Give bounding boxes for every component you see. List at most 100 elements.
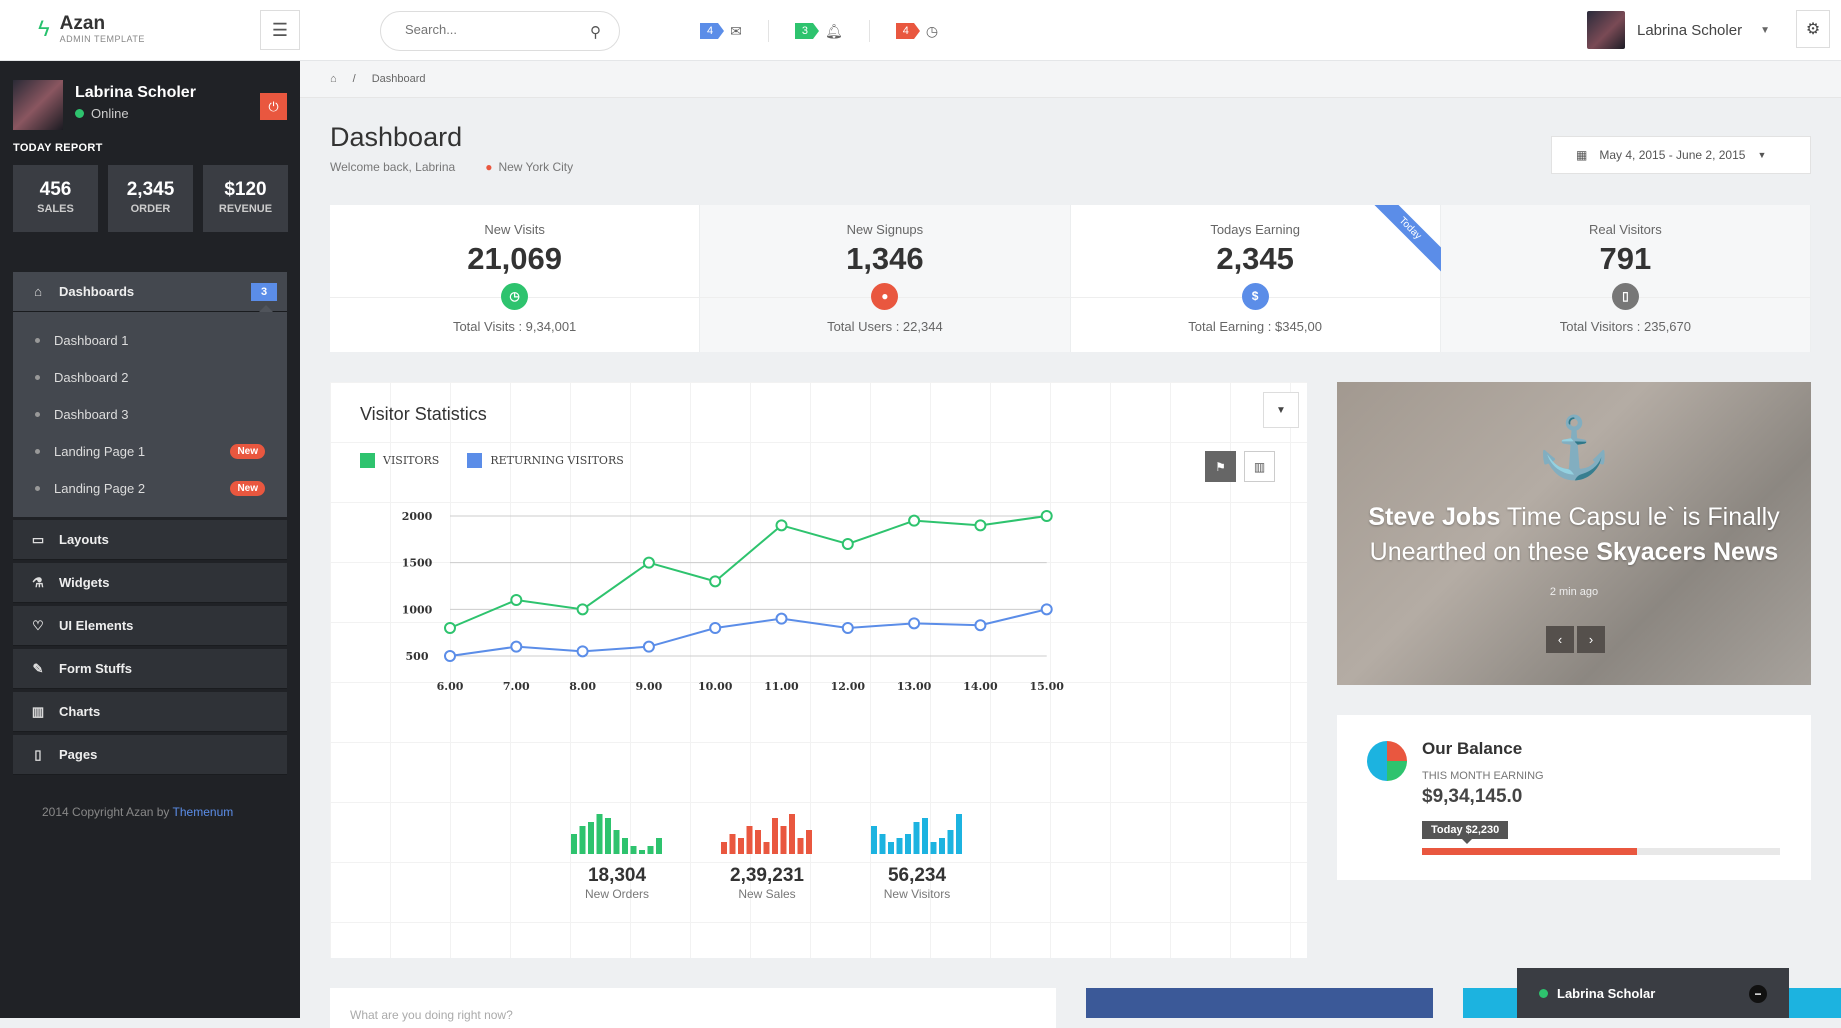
stat-label: REVENUE bbox=[218, 203, 273, 215]
legend-swatch bbox=[360, 453, 375, 468]
submenu-item-landing-page-2[interactable]: Landing Page 2 New bbox=[13, 470, 287, 507]
home-icon: ⌂ bbox=[34, 284, 42, 299]
data-point[interactable] bbox=[775, 519, 788, 532]
clock-notification[interactable]: 4 ◷ bbox=[895, 20, 964, 42]
gear-icon: ⚙ bbox=[1805, 21, 1821, 38]
sidebar-item-widgets[interactable]: ⚗ Widgets bbox=[13, 563, 287, 603]
new-badge: New bbox=[230, 444, 265, 459]
card-new-visits: New Visits 21,069 ◷ Total Visits : 9,34,… bbox=[330, 205, 701, 352]
chart-legend: VISITORS RETURNING VISITORS bbox=[360, 453, 624, 468]
data-point[interactable] bbox=[709, 622, 722, 634]
mail-icon: ✉ bbox=[730, 22, 742, 39]
copyright-link[interactable]: Themenum bbox=[172, 805, 234, 819]
data-point[interactable] bbox=[974, 619, 987, 632]
card-title: New Visits bbox=[484, 222, 545, 237]
status-placeholder: What are you doing right now? bbox=[350, 1008, 513, 1022]
line-chart-toggle-button[interactable]: ⚑ bbox=[1205, 451, 1236, 482]
data-point[interactable] bbox=[908, 617, 921, 630]
balance-title: Our Balance bbox=[1422, 739, 1523, 758]
heart-icon: ♡ bbox=[32, 617, 44, 633]
home-icon[interactable]: ⌂ bbox=[330, 73, 337, 85]
data-point[interactable] bbox=[576, 645, 589, 658]
data-point[interactable] bbox=[775, 612, 788, 625]
mini-bar-chart bbox=[571, 814, 662, 854]
data-point[interactable] bbox=[841, 538, 854, 550]
sidebar-item-dashboards[interactable]: ⌂ Dashboards 3 bbox=[13, 272, 287, 312]
sidebar-item-ui-elements[interactable]: ♡ UI Elements bbox=[13, 606, 287, 646]
data-point[interactable] bbox=[1040, 603, 1053, 616]
data-point[interactable] bbox=[510, 640, 523, 653]
mini-bar bbox=[939, 838, 945, 854]
bell-notification[interactable]: 3 🔔︎ bbox=[794, 20, 870, 42]
stat-value: 2,345 bbox=[126, 179, 175, 200]
submenu-label: Landing Page 2 bbox=[54, 481, 146, 496]
status-update-box[interactable]: What are you doing right now? bbox=[330, 988, 1056, 1028]
bar-chart-toggle-button[interactable]: ▥ bbox=[1244, 451, 1275, 482]
legend-returning[interactable]: RETURNING VISITORS bbox=[467, 453, 624, 468]
title-rest: Statistics bbox=[409, 404, 487, 424]
mini-bar bbox=[896, 838, 903, 854]
data-point[interactable] bbox=[510, 594, 523, 606]
news-headline[interactable]: Steve Jobs Time Capsu le` is Finally Une… bbox=[1337, 500, 1811, 570]
mini-bar bbox=[656, 838, 662, 854]
card-real-visitors: Real Visitors 791 ▯ Total Visitors : 235… bbox=[1440, 205, 1811, 352]
x-tick-label: 12.00 bbox=[831, 680, 866, 693]
data-point[interactable] bbox=[444, 650, 456, 662]
logout-button[interactable]: ⏻ bbox=[260, 93, 287, 120]
chevron-right-icon[interactable]: › bbox=[1577, 626, 1605, 653]
card-footer: Total Earning : $345,00 bbox=[1188, 319, 1322, 334]
data-point[interactable] bbox=[974, 519, 987, 532]
file-icon: ▯ bbox=[34, 746, 42, 762]
map-pin-icon: ● bbox=[485, 160, 493, 174]
data-point[interactable] bbox=[642, 640, 655, 653]
chat-bar[interactable]: Labrina Scholar − bbox=[1517, 968, 1789, 1018]
mini-label: New Sales bbox=[738, 887, 796, 901]
sidebar-item-layouts[interactable]: ▭ Layouts bbox=[13, 520, 287, 560]
search-input[interactable] bbox=[405, 22, 575, 37]
data-point[interactable] bbox=[841, 622, 854, 634]
mini-bar bbox=[579, 826, 586, 854]
bell-count-badge: 3 bbox=[794, 23, 820, 39]
online-dot-icon bbox=[75, 109, 84, 118]
mail-notification[interactable]: 4 ✉ bbox=[700, 20, 769, 42]
search-icon[interactable]: ⚲ bbox=[590, 24, 601, 41]
sidebar-item-label: Form Stuffs bbox=[59, 661, 132, 676]
sidebar-item-pages[interactable]: ▯ Pages bbox=[13, 735, 287, 775]
mini-bar bbox=[746, 826, 753, 854]
settings-button[interactable]: ⚙ bbox=[1796, 10, 1830, 48]
submenu-item-dashboard-3[interactable]: Dashboard 3 bbox=[13, 396, 287, 433]
date-range-picker[interactable]: ▦ May 4, 2015 - June 2, 2015 ▼ bbox=[1551, 136, 1811, 174]
user-icon: ● bbox=[871, 283, 899, 310]
submenu-label: Dashboard 1 bbox=[54, 333, 129, 348]
submenu-item-dashboard-1[interactable]: Dashboard 1 bbox=[13, 322, 287, 359]
user-menu[interactable]: Labrina Scholer ▼ bbox=[1587, 11, 1770, 49]
x-tick-label: 15.00 bbox=[1029, 680, 1064, 693]
submenu-item-dashboard-2[interactable]: Dashboard 2 bbox=[13, 359, 287, 396]
menu-toggle-button[interactable]: ☰ bbox=[260, 10, 300, 50]
stat-value: 456 bbox=[39, 179, 72, 200]
progress-tooltip: Today $2,230 bbox=[1422, 821, 1509, 844]
logo[interactable]: ϟ Azan ADMIN TEMPLATE bbox=[38, 14, 145, 45]
data-point[interactable] bbox=[709, 575, 722, 588]
pie-chart-icon bbox=[1367, 741, 1407, 781]
data-point[interactable] bbox=[1040, 510, 1053, 522]
chevron-left-icon[interactable]: ‹ bbox=[1546, 626, 1574, 653]
flag-icon: ⚑ bbox=[1215, 459, 1226, 474]
data-point[interactable] bbox=[908, 514, 921, 527]
legend-visitors[interactable]: VISITORS bbox=[360, 453, 439, 468]
sidebar-item-form-stuffs[interactable]: ✎ Form Stuffs bbox=[13, 649, 287, 689]
user-name: Labrina Scholer bbox=[1637, 21, 1743, 39]
slider-nav: ‹ › bbox=[1546, 626, 1605, 653]
data-point[interactable] bbox=[642, 556, 655, 569]
panel-title: Visitor Statistics bbox=[360, 404, 487, 425]
data-point[interactable] bbox=[444, 622, 456, 634]
data-point[interactable] bbox=[576, 603, 589, 616]
card-todays-earning: Today Todays Earning 2,345 $ Total Earni… bbox=[1070, 205, 1459, 352]
submenu-item-landing-page-1[interactable]: Landing Page 1 New bbox=[13, 433, 287, 470]
sidebar-profile: Labrina Scholer Online bbox=[13, 80, 196, 130]
sidebar-item-charts[interactable]: ▥ Charts bbox=[13, 692, 287, 732]
mini-bar bbox=[947, 830, 954, 854]
panel-dropdown-button[interactable]: ▼ bbox=[1263, 392, 1299, 428]
minimize-icon[interactable]: − bbox=[1749, 985, 1767, 1003]
mini-stat-new-sales: 2,39,231 New Sales bbox=[707, 812, 827, 901]
